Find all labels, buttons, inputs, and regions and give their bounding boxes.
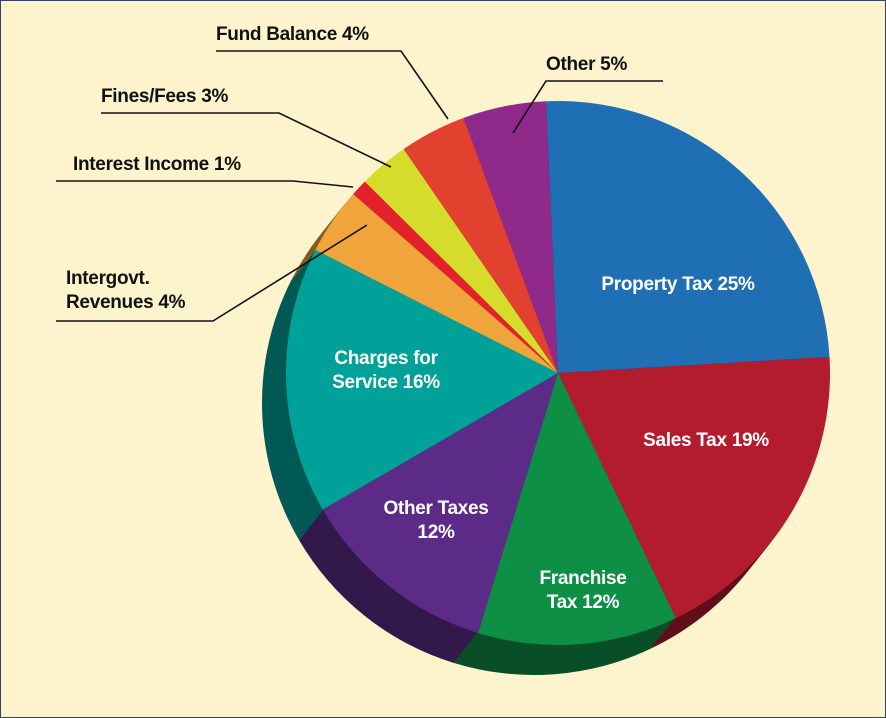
- slice-label: Property Tax 25%: [568, 273, 788, 297]
- slice: [403, 117, 558, 373]
- category-label: Fund Balance: [216, 24, 337, 45]
- value-label: 25%: [717, 274, 755, 295]
- value-label: 3%: [201, 86, 229, 107]
- value-label: 4%: [158, 292, 186, 313]
- slice: [558, 356, 831, 619]
- slice: [315, 193, 558, 373]
- value-label: 4%: [341, 24, 369, 45]
- slice-label: Franchise Tax 12%: [528, 567, 638, 615]
- leader-line: [56, 180, 354, 188]
- leader-line: [56, 224, 368, 322]
- leader-line: [101, 112, 392, 168]
- category-label: Property Tax: [601, 274, 713, 295]
- slice-label: Intergovt. Revenues 4%: [66, 267, 226, 315]
- category-label: Other: [546, 54, 596, 75]
- slice-label: Charges for Service 16%: [306, 347, 466, 395]
- category-label: Franchise Tax: [539, 568, 627, 613]
- value-label: 5%: [600, 54, 628, 75]
- slice: [364, 149, 558, 373]
- value-label: 12%: [417, 522, 455, 543]
- slice-label: Interest Income 1%: [73, 153, 333, 177]
- category-label: Other Taxes: [383, 498, 489, 519]
- leader-line: [216, 50, 449, 120]
- category-label: Fines/Fees: [101, 86, 197, 107]
- value-label: 16%: [402, 372, 440, 393]
- slice-label: Other 5%: [546, 53, 666, 77]
- slice: [478, 373, 676, 645]
- slice: [353, 181, 558, 373]
- slice: [463, 101, 558, 373]
- category-label: Intergovt. Revenues: [66, 268, 154, 313]
- leader-line: [512, 80, 663, 134]
- category-label: Sales Tax: [643, 430, 727, 451]
- category-label: Interest Income: [73, 154, 209, 175]
- slice-label: Other Taxes 12%: [381, 497, 491, 545]
- category-label: Charges for Service: [332, 348, 438, 393]
- slice-label: Fund Balance 4%: [216, 23, 436, 47]
- slice-label: Sales Tax 19%: [606, 429, 806, 453]
- value-label: 1%: [213, 154, 241, 175]
- slice: [286, 249, 558, 510]
- slice-label: Fines/Fees 3%: [101, 85, 301, 109]
- slice: [322, 373, 558, 633]
- value-label: 12%: [582, 592, 620, 613]
- value-label: 19%: [731, 430, 769, 451]
- slice: [546, 100, 830, 373]
